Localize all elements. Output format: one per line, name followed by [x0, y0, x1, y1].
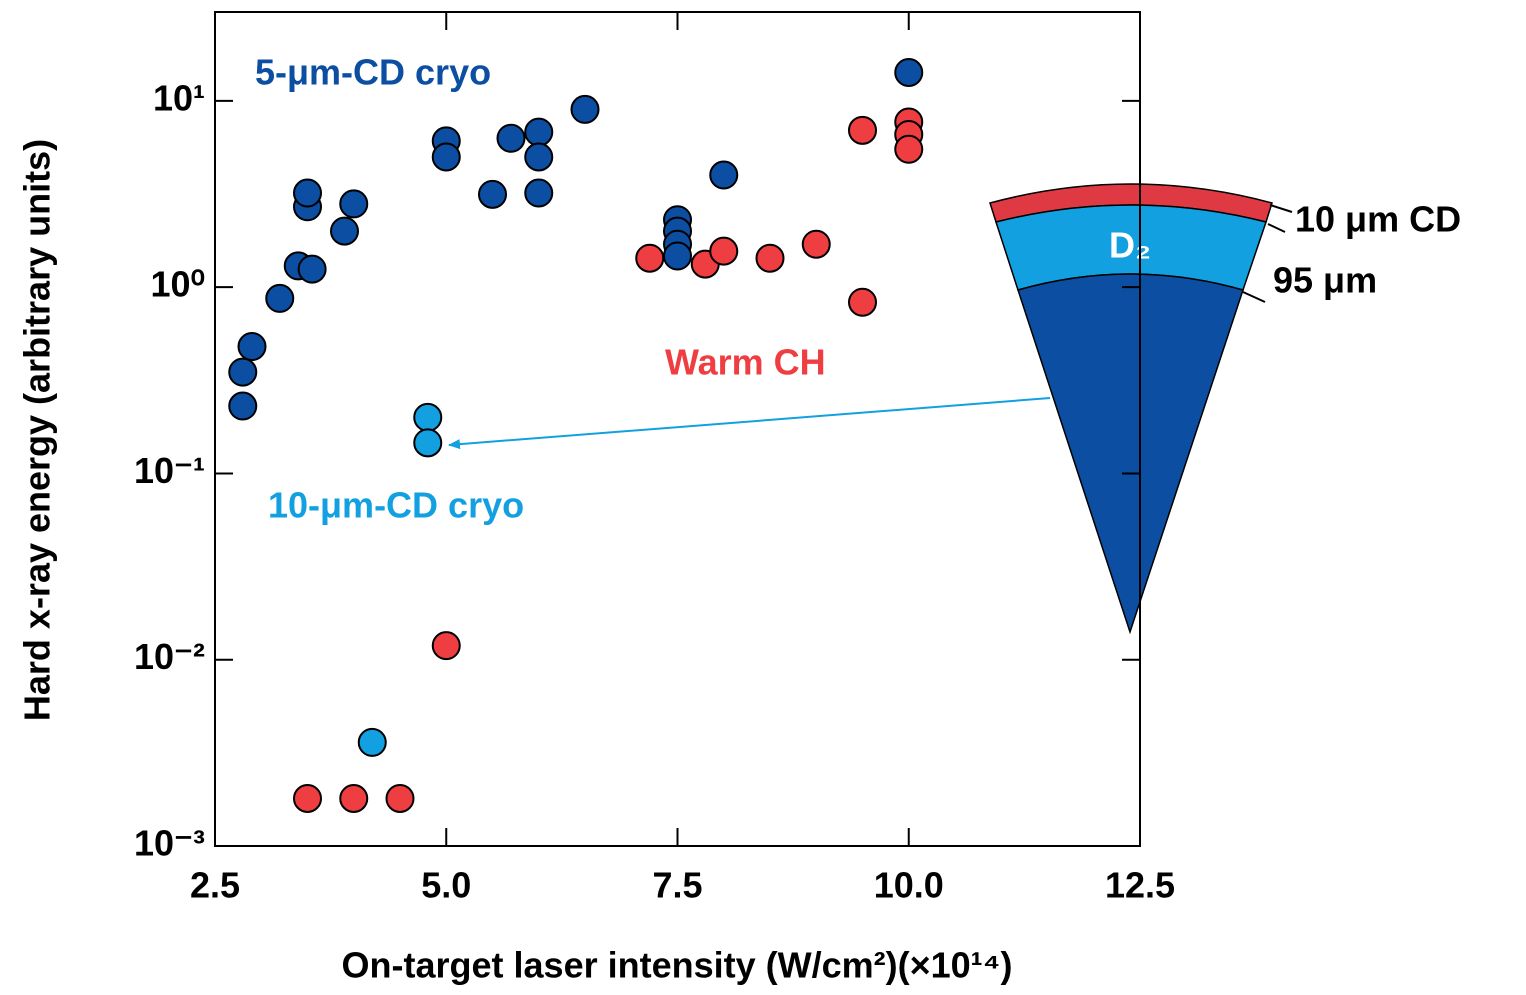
data-point: [433, 632, 460, 659]
y-tick-label: 10⁻³: [134, 823, 205, 864]
data-point: [572, 96, 599, 123]
data-point: [895, 136, 922, 163]
data-point: [294, 180, 321, 207]
x-tick-label: 7.5: [652, 865, 702, 906]
data-point: [294, 785, 321, 812]
y-axis-label: Hard x-ray energy (arbitrary units): [17, 139, 58, 721]
x-tick-label: 5.0: [421, 865, 471, 906]
data-point: [387, 785, 414, 812]
leader-line: [1243, 292, 1265, 302]
y-tick-label: 10¹: [153, 77, 205, 118]
data-point: [803, 231, 830, 258]
leader-line: [1268, 224, 1285, 232]
data-point: [414, 404, 441, 431]
chart: Hard x-ray energy (arbitrary units) On-t…: [0, 0, 1526, 995]
data-point: [340, 190, 367, 217]
y-tick-label: 10⁻²: [134, 636, 205, 677]
shell-label: 10 μm CD: [1295, 199, 1461, 240]
data-point: [479, 181, 506, 208]
y-tick-label: 10⁻¹: [134, 450, 205, 491]
data-point: [849, 117, 876, 144]
data-point: [414, 429, 441, 456]
data-point: [239, 333, 266, 360]
data-point: [525, 180, 552, 207]
target-inset: D₂ 10 μm CD 95 μm: [449, 184, 1461, 632]
data-point: [525, 119, 552, 146]
data-point: [664, 242, 691, 269]
arrow: [449, 398, 1050, 445]
x-tick-label: 10.0: [874, 865, 944, 906]
data-point: [849, 289, 876, 316]
data-point: [710, 162, 737, 189]
data-point: [331, 218, 358, 245]
series-label: 5-μm-CD cryo: [255, 52, 491, 93]
x-tick-label: 2.5: [190, 865, 240, 906]
inner-layer: [1018, 274, 1243, 632]
series-label: Warm CH: [665, 342, 826, 383]
data-point: [359, 729, 386, 756]
page: {"chart_data": { "type": "scatter", "x_l…: [0, 0, 1526, 995]
data-point: [229, 393, 256, 420]
core-label: D₂: [1109, 225, 1151, 266]
data-point: [636, 245, 663, 272]
series-label: 10-μm-CD cryo: [268, 485, 524, 526]
data-point: [433, 143, 460, 170]
x-tick-label: 12.5: [1105, 865, 1175, 906]
x-axis-label: On-target laser intensity (W/cm²)(×10¹⁴): [342, 945, 1013, 986]
data-point: [710, 238, 737, 265]
data-point: [895, 59, 922, 86]
data-point: [498, 125, 525, 152]
data-point: [340, 785, 367, 812]
thickness-label: 95 μm: [1273, 260, 1377, 301]
leader-line: [1270, 205, 1292, 212]
data-point: [229, 359, 256, 386]
data-point: [299, 256, 326, 283]
data-point: [757, 245, 784, 272]
data-point: [266, 285, 293, 312]
plot-frame: [215, 12, 1140, 846]
data-point: [525, 143, 552, 170]
y-tick-label: 10⁰: [151, 264, 205, 305]
